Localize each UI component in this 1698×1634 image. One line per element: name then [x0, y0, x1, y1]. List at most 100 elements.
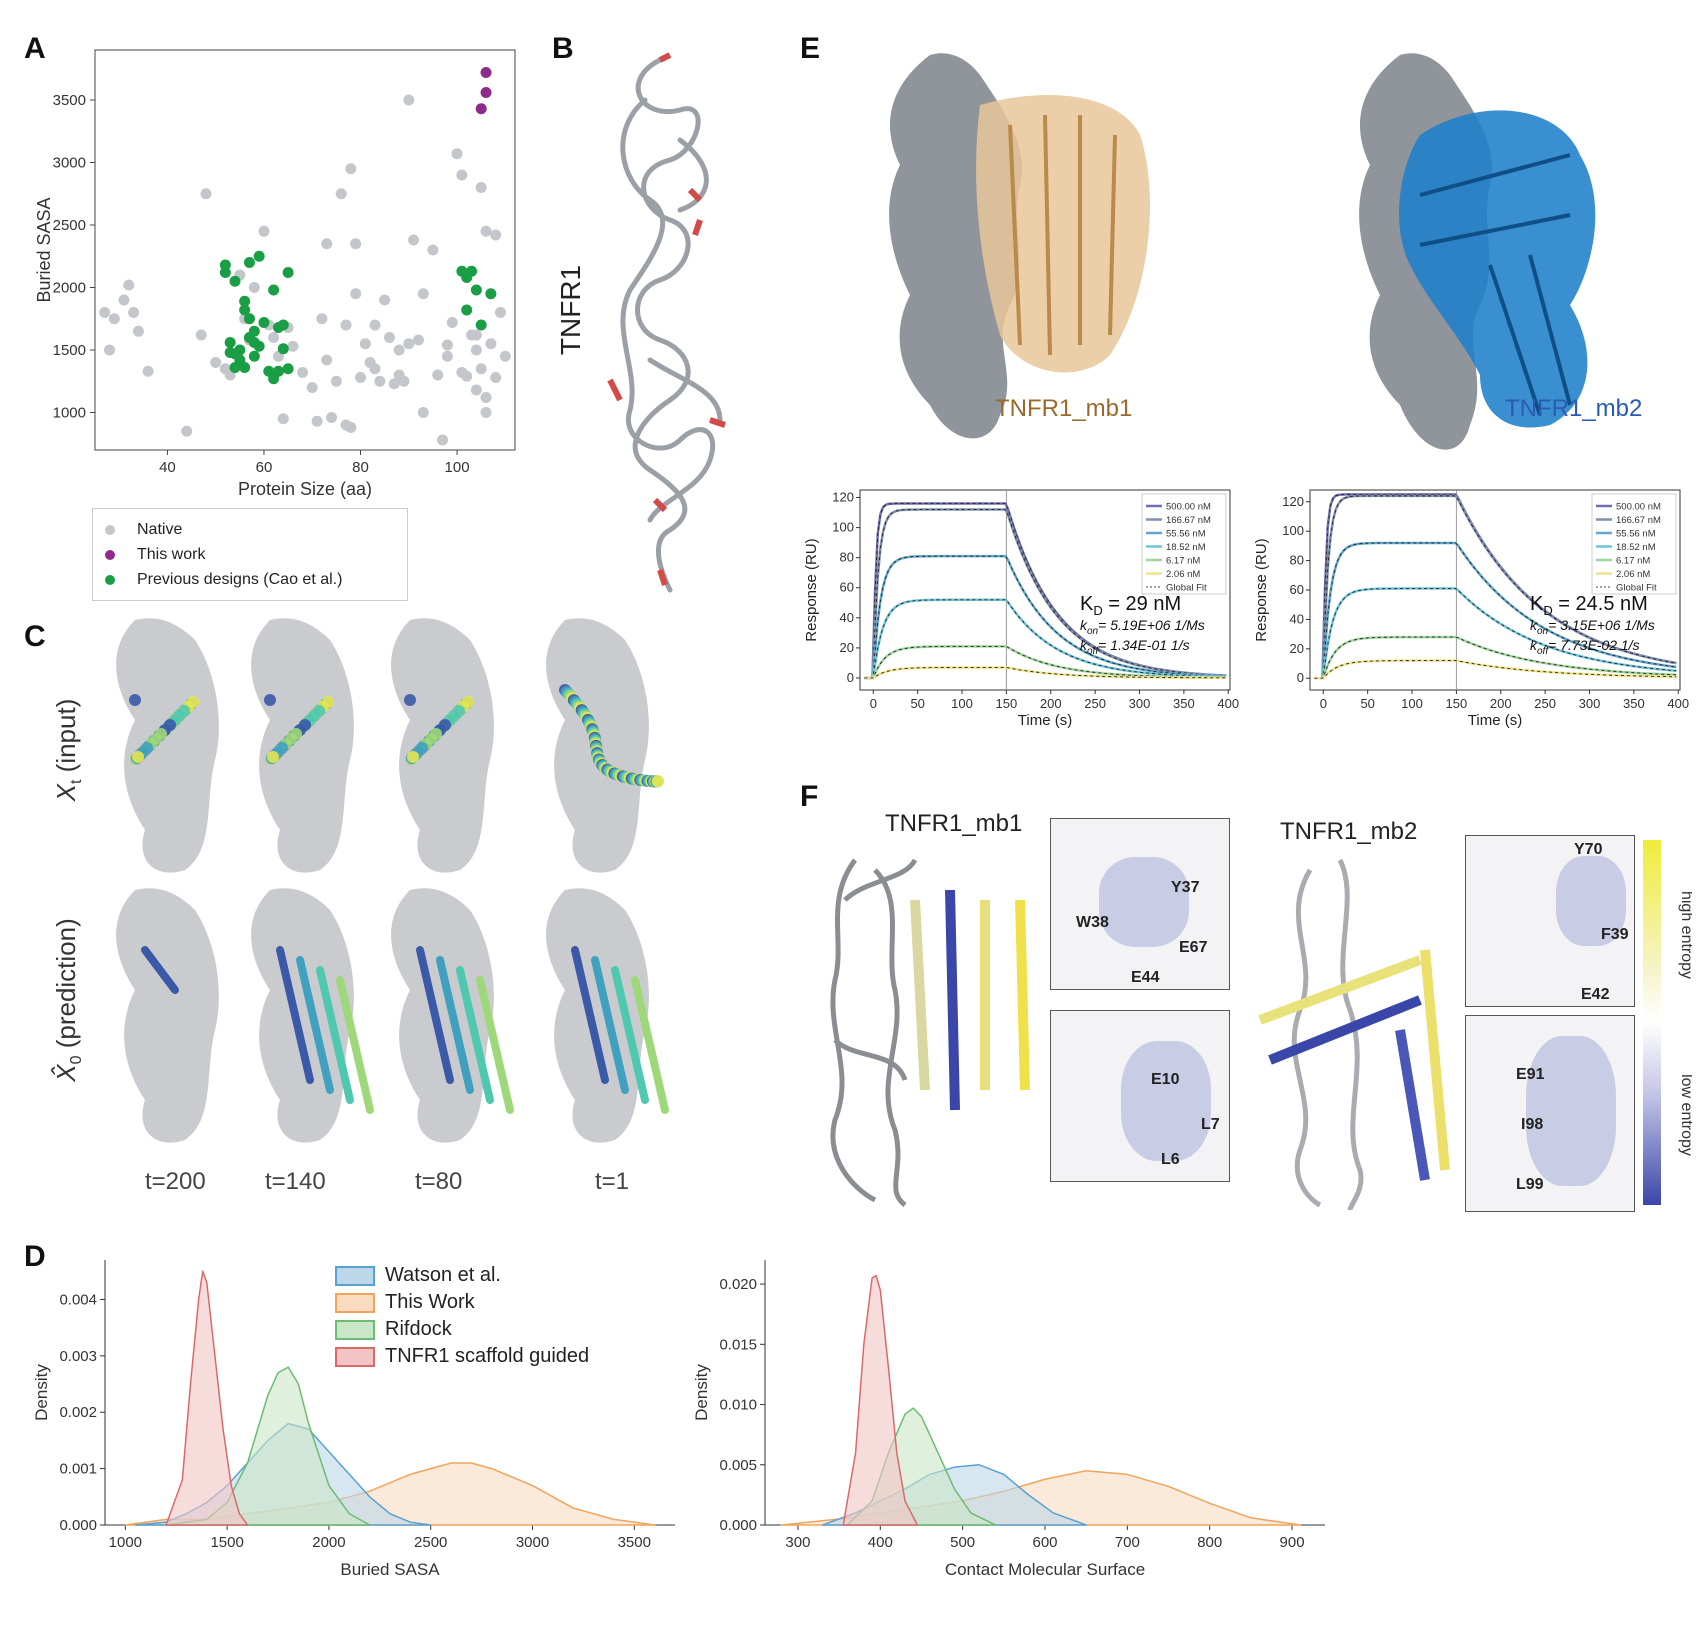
x-tick-label: 100 — [1401, 696, 1423, 711]
f-inset-1: Y37 W38 E67 E44 — [1050, 818, 1230, 990]
x-tick-label: 250 — [1534, 696, 1556, 711]
scatter-point — [437, 434, 449, 446]
scatter-point — [248, 350, 260, 362]
residue-sphere — [264, 694, 276, 706]
density-plot-contact-surface: 300 400 500 600 700 800 900 0.000 0.005 0.010 0.01… — [692, 1260, 1325, 1579]
scatter-point — [243, 313, 255, 325]
x-tick-label: 50 — [910, 696, 924, 711]
x-tick-label: 200 — [1490, 696, 1512, 711]
x-tick-label: 0 — [870, 696, 877, 711]
f-inset-4: E91 I98 L99 — [1465, 1015, 1635, 1212]
x-tick-label: 300 — [1579, 696, 1601, 711]
residue-label: E10 — [1151, 1071, 1180, 1088]
f-inset-4-shade — [1526, 1036, 1616, 1186]
scatter-point — [490, 372, 502, 383]
f-mb1-helices — [910, 889, 1030, 1111]
receptor-surface — [391, 888, 494, 1143]
scatter-point — [123, 279, 135, 291]
scatter-point — [350, 288, 362, 300]
predicted-helix — [591, 956, 629, 1094]
y-tick-label: 0.005 — [719, 1457, 757, 1474]
scatter-point — [210, 357, 222, 368]
receptor-surface — [546, 888, 649, 1143]
y-tick-label: 0.003 — [59, 1348, 97, 1365]
scatter-point — [234, 344, 246, 356]
x-tick-label: 50 — [1360, 696, 1374, 711]
residue-sphere — [322, 696, 334, 708]
spr-legend: 500.00 nM 166.67 nM 55.56 nM 18.52 nM 6.17 n… — [1141, 493, 1227, 595]
koff-value: koff= 7.73E-02 1/s — [1530, 637, 1640, 657]
legend-item-previous: Previous designs (Cao et al.) — [105, 567, 395, 592]
scatter-point — [282, 363, 294, 375]
scatter-point — [118, 294, 130, 306]
y-tick-label: 100 — [1282, 523, 1304, 538]
residue-label: L6 — [1161, 1151, 1180, 1168]
scatter-point — [466, 265, 478, 277]
scatter-point — [480, 225, 492, 237]
legend-label: 18.52 nM — [1166, 542, 1206, 553]
mb1-label: TNFR1_mb1 — [995, 395, 1133, 422]
density-xlabel: Buried SASA — [340, 1560, 440, 1579]
predicted-helix — [436, 956, 474, 1094]
scatter-point — [321, 354, 333, 366]
y-tick-label: 20 — [840, 640, 854, 655]
f-inset-1-shade — [1099, 857, 1189, 947]
legend-item-native: Native — [105, 517, 395, 542]
residue-sphere — [462, 696, 474, 708]
scatter-point — [485, 338, 497, 350]
time-label-4: t=1 — [595, 1168, 630, 1195]
scatter-point — [229, 275, 241, 287]
swatch-this-work — [335, 1292, 375, 1313]
scatter-point — [470, 384, 482, 396]
scatter-point — [427, 244, 439, 256]
scatter-point — [499, 350, 511, 362]
predicted-helix — [611, 966, 649, 1104]
scatter-point — [495, 307, 507, 318]
legend-label: 6.17 nM — [1166, 556, 1200, 567]
spr-fit-3 — [1314, 588, 1677, 679]
scatter-point — [321, 238, 333, 250]
scatter-plot-a: 40 60 80 100 1000 1500 2000 2500 3000 3500 Protei… — [34, 49, 516, 499]
x-tick-label: 300 — [1129, 696, 1151, 711]
f-inset-3-shade — [1556, 856, 1626, 946]
x-tick-label: 400 — [868, 1534, 893, 1551]
spr-fit-1 — [1314, 495, 1677, 679]
scatter-point — [311, 415, 323, 427]
scatter-point — [219, 267, 231, 278]
x-tick-label: 150 — [996, 696, 1018, 711]
spr-frame — [859, 489, 1231, 691]
x-tick-label: 150 — [1446, 696, 1468, 711]
residue-label: E44 — [1131, 969, 1160, 986]
y-tick-label: 40 — [1290, 611, 1304, 626]
density-legend-label: TNFR1 scaffold guided — [385, 1345, 590, 1367]
scatter-point — [446, 317, 458, 328]
y-tick-label: 120 — [1282, 494, 1304, 509]
c-row2-rest: (prediction) — [51, 918, 81, 1055]
spr-fit-4 — [1314, 636, 1677, 679]
scatter-point — [470, 284, 482, 296]
tnfr1-structure-image: TNFR1 — [555, 52, 726, 593]
c-row2-symbol: X̂ — [51, 1063, 81, 1083]
y-tick-label: 0 — [1297, 670, 1304, 685]
residue-sphere — [164, 719, 176, 731]
f-inset-3: Y70 F39 E42 — [1465, 835, 1635, 1007]
scatter-point — [359, 338, 371, 350]
x-tick-label: 3500 — [618, 1534, 651, 1551]
density-xlabel: Contact Molecular Surface — [945, 1560, 1145, 1579]
legend-label: 166.67 nM — [1616, 515, 1661, 526]
scatter-point — [456, 169, 468, 181]
scatter-point — [369, 319, 381, 331]
predicted-helix — [416, 946, 454, 1084]
svg-text:X̂0 (prediction): X̂0 (prediction) — [51, 918, 85, 1083]
scatter-point — [297, 367, 309, 378]
c-row1-label: Xt (input) — [30, 640, 90, 840]
f-inset-2-shade — [1121, 1041, 1211, 1161]
y-tick-label: 100 — [832, 520, 854, 535]
panel-letter-c: C — [24, 620, 46, 653]
residue-label: I98 — [1521, 1116, 1544, 1133]
predicted-helix — [316, 966, 354, 1104]
scatter-point — [461, 370, 473, 382]
predicted-helix — [456, 966, 494, 1104]
residue-label: L99 — [1516, 1176, 1544, 1193]
residue-sphere — [439, 719, 451, 731]
